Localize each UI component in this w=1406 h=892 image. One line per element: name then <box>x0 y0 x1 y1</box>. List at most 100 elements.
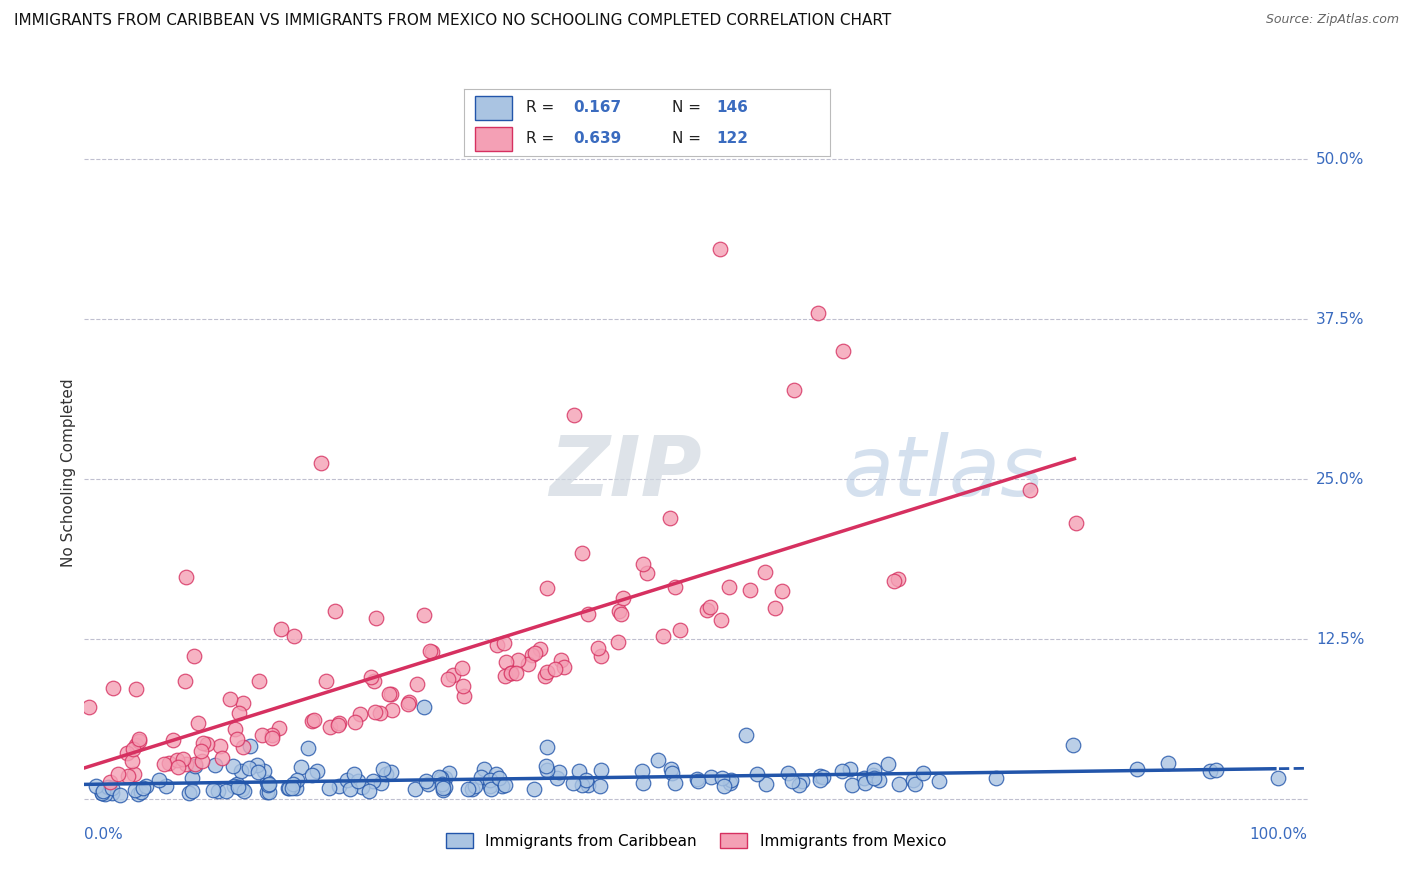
Point <box>155 779 177 793</box>
Point <box>813 770 835 784</box>
Point <box>207 784 229 798</box>
Point <box>505 666 527 681</box>
Point <box>536 665 558 679</box>
Point <box>380 687 402 701</box>
Point <box>568 764 591 778</box>
Point <box>128 734 150 748</box>
Point <box>267 721 290 735</box>
Point <box>1267 771 1289 785</box>
Text: Source: ZipAtlas.com: Source: ZipAtlas.com <box>1265 13 1399 27</box>
Point <box>368 706 391 721</box>
Point <box>453 689 475 703</box>
Point <box>862 768 884 782</box>
Point <box>928 774 950 789</box>
Point <box>363 773 385 788</box>
Point <box>187 715 209 730</box>
Point <box>129 785 152 799</box>
Point <box>135 779 157 793</box>
Point <box>911 765 934 780</box>
Point <box>745 766 768 780</box>
Point <box>285 773 308 788</box>
Text: 0.0%: 0.0% <box>84 827 124 842</box>
Point <box>398 695 420 709</box>
Point <box>184 756 207 771</box>
Point <box>523 781 546 796</box>
Point <box>659 763 682 777</box>
Point <box>91 786 114 800</box>
Point <box>191 754 214 768</box>
Text: ZIP: ZIP <box>550 433 702 513</box>
Y-axis label: No Schooling Completed: No Schooling Completed <box>60 378 76 567</box>
Point <box>127 787 149 801</box>
Point <box>887 777 910 791</box>
Point <box>257 777 280 791</box>
Point <box>636 566 658 581</box>
Point <box>328 715 350 730</box>
Point <box>887 572 910 586</box>
Point <box>226 732 249 747</box>
Point <box>91 784 114 798</box>
Point <box>433 772 456 786</box>
Point <box>631 764 654 778</box>
Point <box>84 779 107 793</box>
Point <box>651 629 673 643</box>
Point <box>218 691 240 706</box>
Point <box>280 780 302 795</box>
Point <box>301 768 323 782</box>
Text: 12.5%: 12.5% <box>1316 632 1364 647</box>
Point <box>183 649 205 664</box>
Point <box>868 772 890 787</box>
Point <box>457 781 479 796</box>
Point <box>464 779 486 793</box>
Point <box>108 788 131 802</box>
Point <box>231 782 253 797</box>
Point <box>360 670 382 684</box>
Point <box>181 784 204 798</box>
Text: 146: 146 <box>716 101 748 115</box>
Point <box>877 756 900 771</box>
Point <box>253 764 276 778</box>
Point <box>284 781 307 796</box>
Point <box>180 771 202 785</box>
Point <box>290 760 312 774</box>
Point <box>432 782 454 797</box>
Point <box>755 777 778 791</box>
Point <box>647 753 669 767</box>
Point <box>696 603 718 617</box>
Text: 122: 122 <box>716 131 748 146</box>
Point <box>516 657 538 671</box>
Point <box>562 408 585 422</box>
Point <box>664 580 686 594</box>
Point <box>591 648 613 663</box>
Point <box>117 769 139 783</box>
Point <box>863 771 886 785</box>
Point <box>326 717 349 731</box>
Point <box>546 771 568 785</box>
Point <box>740 582 762 597</box>
Point <box>491 780 513 794</box>
Point <box>228 706 250 720</box>
Point <box>700 770 723 784</box>
Point <box>713 779 735 793</box>
Point <box>499 666 522 681</box>
Point <box>412 608 434 623</box>
Point <box>576 778 599 792</box>
Point <box>122 767 145 781</box>
Point <box>416 777 439 791</box>
Point <box>229 764 252 778</box>
Point <box>404 782 426 797</box>
Point <box>418 644 440 658</box>
Point <box>783 383 806 397</box>
Point <box>883 574 905 589</box>
Point <box>132 780 155 795</box>
Text: 37.5%: 37.5% <box>1316 312 1364 326</box>
Point <box>430 777 453 791</box>
Point <box>787 778 810 792</box>
Text: 0.167: 0.167 <box>574 101 621 115</box>
Point <box>450 661 472 675</box>
Point <box>201 783 224 797</box>
Point <box>1062 738 1084 752</box>
Text: R =: R = <box>526 131 560 146</box>
Point <box>432 780 454 795</box>
Point <box>380 764 402 779</box>
